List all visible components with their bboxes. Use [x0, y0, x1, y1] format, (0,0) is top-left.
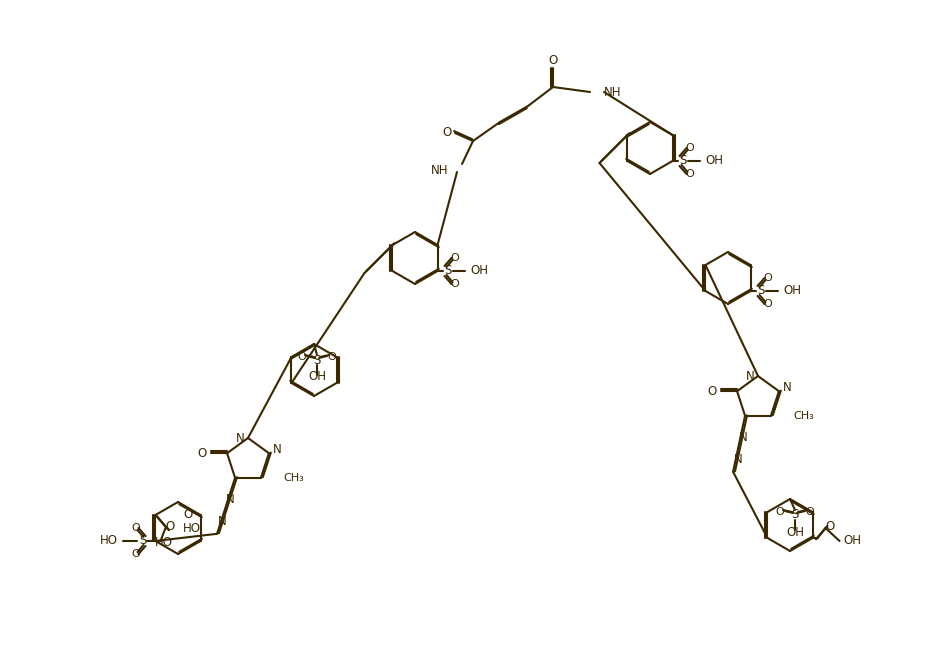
Text: O: O	[763, 273, 772, 283]
Text: N: N	[218, 515, 227, 528]
Text: OH: OH	[470, 265, 488, 278]
Text: O: O	[707, 385, 717, 398]
Text: O: O	[131, 549, 140, 559]
Text: N: N	[734, 453, 742, 466]
Text: O: O	[806, 507, 814, 517]
Text: O: O	[131, 523, 140, 533]
Text: O: O	[328, 352, 337, 362]
Text: O: O	[183, 507, 192, 520]
Text: O: O	[443, 126, 451, 140]
Text: CH₃: CH₃	[793, 411, 813, 421]
Text: NH: NH	[604, 85, 622, 98]
Text: N: N	[738, 432, 747, 444]
Text: O: O	[298, 352, 306, 362]
Text: O: O	[548, 53, 557, 67]
Text: N: N	[226, 494, 234, 507]
Text: NH: NH	[430, 164, 448, 177]
Text: O: O	[763, 299, 772, 309]
Text: S: S	[444, 265, 451, 278]
Text: HO: HO	[155, 537, 173, 550]
Text: S: S	[138, 535, 146, 548]
Text: CH₃: CH₃	[283, 473, 303, 482]
Text: S: S	[679, 155, 686, 168]
Text: O: O	[685, 143, 694, 153]
Text: N: N	[236, 432, 245, 445]
Text: OH: OH	[705, 155, 723, 168]
Text: HO: HO	[100, 535, 118, 548]
Text: OH: OH	[308, 370, 326, 383]
Text: O: O	[775, 507, 784, 517]
Text: O: O	[197, 447, 207, 460]
Text: O: O	[825, 520, 834, 533]
Text: O: O	[166, 520, 175, 533]
Text: N: N	[272, 443, 282, 456]
Text: O: O	[450, 253, 459, 263]
Text: S: S	[792, 509, 798, 522]
Text: O: O	[450, 279, 459, 289]
Text: HO: HO	[183, 522, 201, 535]
Text: N: N	[782, 381, 792, 394]
Text: O: O	[685, 169, 694, 179]
Text: OH: OH	[786, 526, 804, 539]
Text: OH: OH	[783, 284, 801, 297]
Text: N: N	[746, 370, 755, 383]
Text: OH: OH	[844, 535, 862, 548]
Text: S: S	[757, 284, 764, 297]
Text: S: S	[313, 353, 320, 366]
